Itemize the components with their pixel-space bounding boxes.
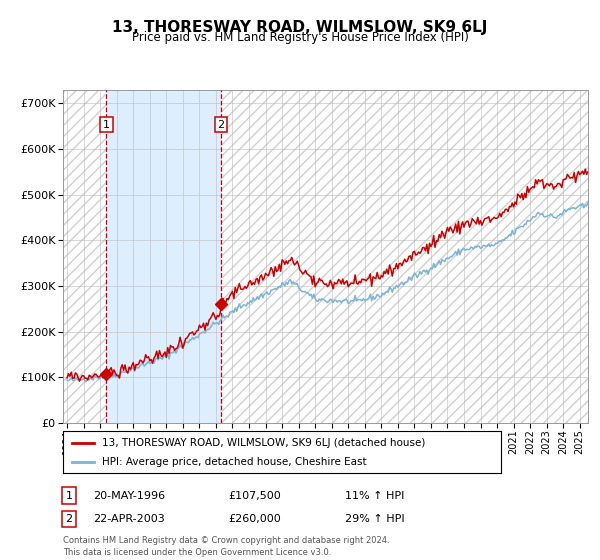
Text: 13, THORESWAY ROAD, WILMSLOW, SK9 6LJ: 13, THORESWAY ROAD, WILMSLOW, SK9 6LJ (112, 20, 488, 35)
Text: 20-MAY-1996: 20-MAY-1996 (93, 491, 165, 501)
Bar (63, 90, 106, 423)
Text: 29% ↑ HPI: 29% ↑ HPI (345, 514, 404, 524)
Text: 2: 2 (65, 514, 73, 524)
Text: £107,500: £107,500 (228, 491, 281, 501)
Bar (106, 90, 221, 423)
Bar (221, 90, 588, 423)
Text: 2: 2 (218, 120, 224, 129)
Text: HPI: Average price, detached house, Cheshire East: HPI: Average price, detached house, Ches… (103, 457, 367, 467)
Text: Price paid vs. HM Land Registry's House Price Index (HPI): Price paid vs. HM Land Registry's House … (131, 31, 469, 44)
Text: 1: 1 (103, 120, 110, 129)
Text: 1: 1 (65, 491, 73, 501)
Text: 13, THORESWAY ROAD, WILMSLOW, SK9 6LJ (detached house): 13, THORESWAY ROAD, WILMSLOW, SK9 6LJ (d… (103, 437, 426, 447)
Text: Contains HM Land Registry data © Crown copyright and database right 2024.
This d: Contains HM Land Registry data © Crown c… (63, 536, 389, 557)
Text: 11% ↑ HPI: 11% ↑ HPI (345, 491, 404, 501)
Text: £260,000: £260,000 (228, 514, 281, 524)
Text: 22-APR-2003: 22-APR-2003 (93, 514, 165, 524)
